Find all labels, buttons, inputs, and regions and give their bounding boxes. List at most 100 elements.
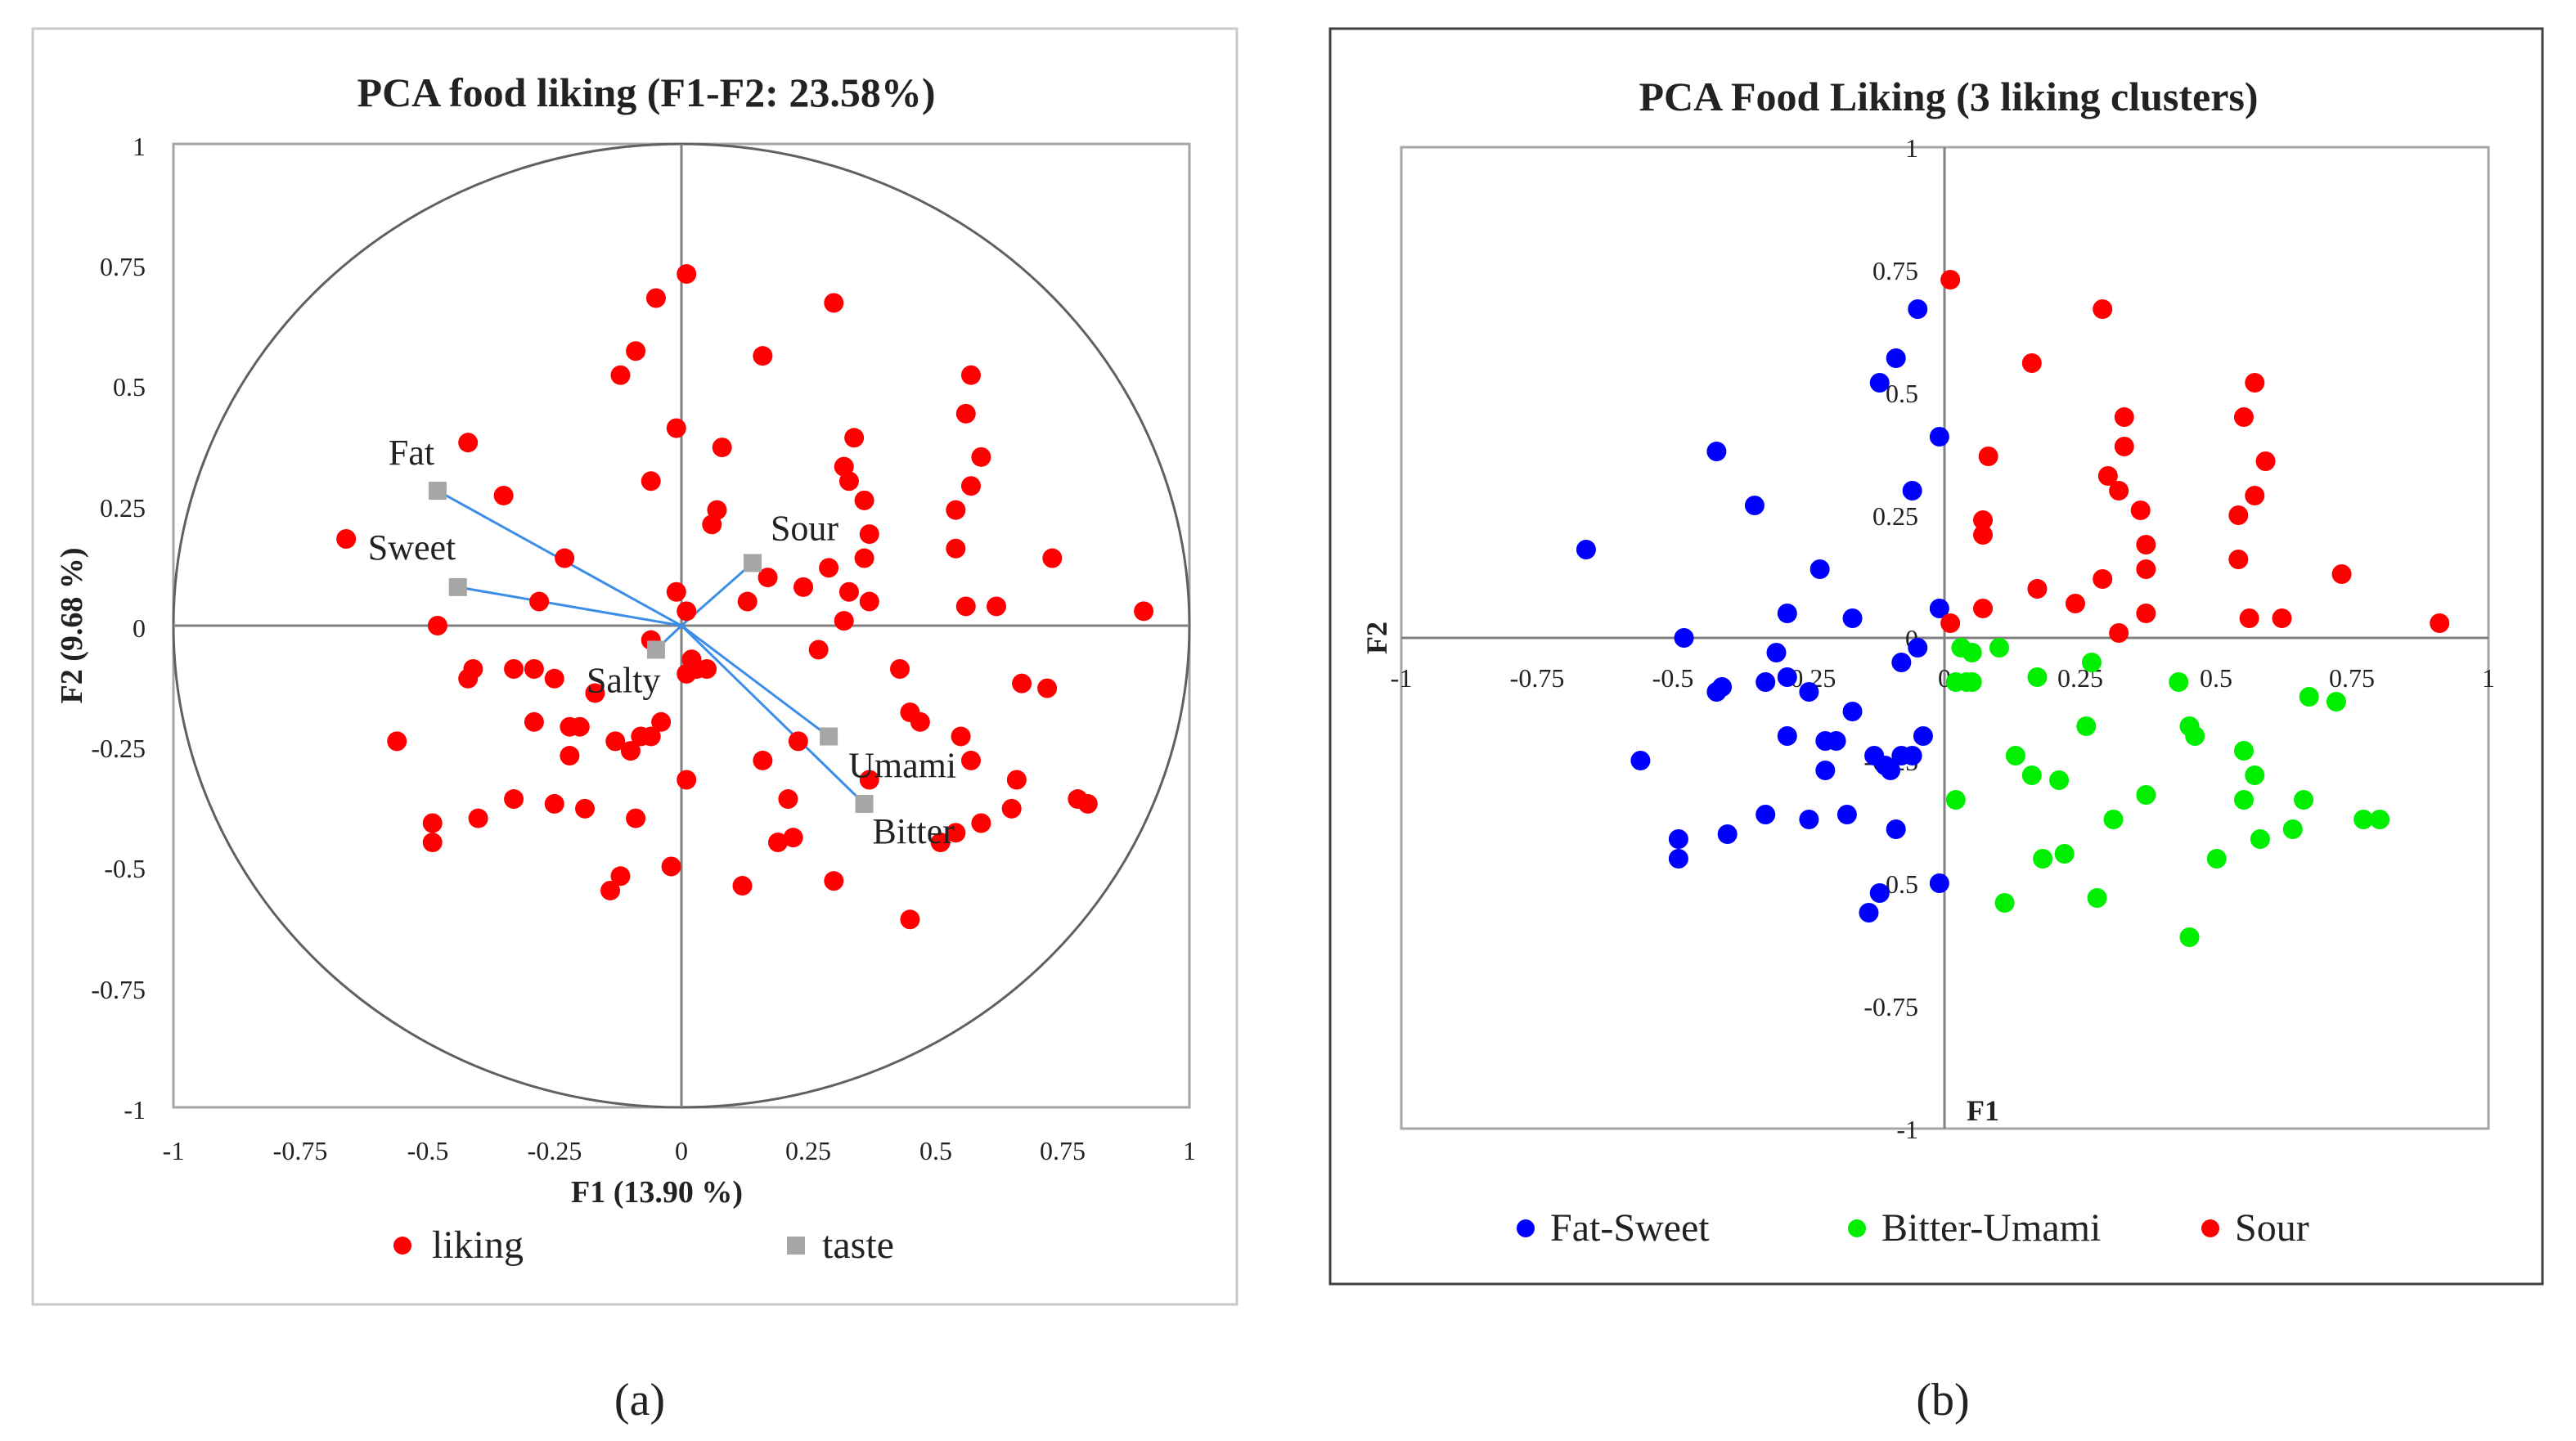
liking-point bbox=[971, 813, 991, 833]
liking-point bbox=[504, 659, 524, 680]
cluster-point-fat-sweet bbox=[1668, 849, 1688, 869]
cluster-point-sour bbox=[2136, 559, 2156, 579]
liking-point bbox=[626, 341, 646, 361]
panel-a-y-tick-label: 1 bbox=[133, 132, 146, 161]
cluster-point-bitter-umami bbox=[2179, 927, 2200, 947]
liking-point bbox=[677, 770, 697, 790]
taste-vector-sweet bbox=[457, 586, 682, 627]
legend-fat-sweet-label: Fat-Sweet bbox=[1550, 1206, 1710, 1250]
cluster-point-bitter-umami bbox=[2370, 810, 2390, 829]
panel-b-frame bbox=[1328, 27, 2544, 1286]
panel-b-y-tick-label: 0.25 bbox=[1872, 501, 1918, 531]
liking-point bbox=[854, 548, 874, 568]
legend-bitter-umami-marker bbox=[1848, 1219, 1866, 1237]
cluster-point-bitter-umami bbox=[2005, 746, 2025, 765]
taste-marker-salty bbox=[646, 640, 665, 659]
cluster-point-sour bbox=[2136, 604, 2156, 623]
cluster-point-bitter-umami bbox=[2169, 672, 2189, 692]
cluster-point-bitter-umami bbox=[2185, 726, 2205, 746]
liking-point bbox=[960, 750, 981, 770]
cluster-point-fat-sweet bbox=[1706, 442, 1727, 461]
liking-point bbox=[458, 668, 479, 689]
liking-point bbox=[422, 813, 443, 833]
liking-point bbox=[666, 418, 686, 438]
cluster-point-fat-sweet bbox=[1891, 653, 1912, 672]
liking-point bbox=[793, 577, 814, 597]
panel-a-y-tick-label: 0.5 bbox=[113, 372, 146, 402]
panel-a-y-label: F2 (9.68 %) bbox=[55, 547, 89, 703]
liking-point bbox=[960, 476, 981, 496]
cluster-point-fat-sweet bbox=[1836, 805, 1857, 824]
liking-point bbox=[544, 668, 564, 689]
panel-b-x-tick-label: 0.5 bbox=[2200, 663, 2232, 693]
cluster-point-sour bbox=[2114, 407, 2134, 427]
cluster-point-bitter-umami bbox=[1962, 643, 1982, 662]
legend-fat-sweet-marker bbox=[1517, 1219, 1535, 1237]
cluster-point-fat-sweet bbox=[1717, 824, 1738, 844]
liking-point bbox=[702, 514, 722, 535]
cluster-point-sour bbox=[2114, 437, 2134, 456]
cluster-point-bitter-umami bbox=[2206, 849, 2227, 869]
liking-point bbox=[544, 793, 564, 814]
liking-point bbox=[854, 490, 874, 510]
cluster-point-fat-sweet bbox=[1881, 761, 1901, 780]
liking-point bbox=[946, 538, 966, 559]
panel-a-legend: liking taste bbox=[393, 1223, 894, 1267]
cluster-point-bitter-umami bbox=[2326, 692, 2346, 712]
legend-bitter-umami-label: Bitter-Umami bbox=[1881, 1206, 2101, 1250]
cluster-point-bitter-umami bbox=[2233, 741, 2254, 761]
cluster-point-bitter-umami bbox=[2021, 765, 2042, 785]
panel-a-x-ticks: -1 -0.75 -0.5 -0.25 0 0.25 0.5 0.75 1 bbox=[163, 1136, 1196, 1165]
taste-marker-fat bbox=[428, 482, 447, 501]
cluster-point-bitter-umami bbox=[2027, 667, 2048, 687]
cluster-point-bitter-umami bbox=[2353, 810, 2374, 829]
liking-point bbox=[666, 581, 686, 602]
cluster-point-sour bbox=[2093, 299, 2113, 319]
liking-point bbox=[900, 909, 920, 930]
taste-vector-umami bbox=[681, 624, 829, 738]
liking-point bbox=[336, 528, 357, 549]
panel-a-x-label: F1 (13.90 %) bbox=[571, 1175, 743, 1210]
panel-a-x-tick-label: -0.75 bbox=[273, 1136, 328, 1165]
panel-b-title: PCA Food Liking (3 liking clusters) bbox=[1639, 74, 2258, 119]
panel-a-y-ticks: 1 0.75 0.5 0.25 0 -0.25 -0.5 -0.75 -1 bbox=[91, 132, 146, 1125]
cluster-point-fat-sweet bbox=[1842, 608, 1863, 628]
cluster-point-sour bbox=[2239, 608, 2259, 628]
panel-a-liking-points bbox=[336, 264, 1154, 930]
legend-taste-label: taste bbox=[822, 1223, 894, 1267]
liking-point bbox=[890, 659, 910, 680]
panel-a-x-tick-label: 0.5 bbox=[919, 1136, 952, 1165]
liking-point bbox=[620, 741, 641, 761]
liking-point bbox=[504, 789, 524, 810]
cluster-point-fat-sweet bbox=[1630, 751, 1651, 770]
cluster-point-fat-sweet bbox=[1902, 481, 1922, 501]
panel-a-x-tick-label: -0.25 bbox=[528, 1136, 582, 1165]
liking-point bbox=[1134, 601, 1154, 622]
cluster-point-sour bbox=[2093, 569, 2113, 589]
cluster-point-fat-sweet bbox=[1756, 672, 1776, 692]
liking-point bbox=[468, 808, 488, 828]
taste-label-umami: Umami bbox=[848, 745, 956, 785]
cluster-point-fat-sweet bbox=[1886, 348, 1906, 368]
taste-label-fat: Fat bbox=[389, 433, 434, 473]
cluster-point-sour bbox=[2136, 535, 2156, 554]
panel-a-x-tick-label: 0.75 bbox=[1040, 1136, 1086, 1165]
panel-a-title: PCA food liking (F1-F2: 23.58%) bbox=[357, 70, 936, 115]
cluster-point-bitter-umami bbox=[2294, 790, 2314, 810]
cluster-point-sour bbox=[2027, 579, 2048, 599]
taste-label-salty: Salty bbox=[587, 660, 660, 700]
cluster-point-sour bbox=[2430, 613, 2450, 633]
cluster-point-fat-sweet bbox=[1929, 427, 1949, 447]
cluster-point-sour bbox=[2245, 486, 2265, 505]
liking-point bbox=[524, 659, 544, 680]
panel-b-cluster-points bbox=[1576, 270, 2450, 947]
liking-point bbox=[946, 823, 966, 843]
cluster-point-bitter-umami bbox=[1945, 790, 1966, 810]
cluster-point-fat-sweet bbox=[1799, 810, 1819, 829]
panel-b-y-tick-label: -1 bbox=[1896, 1115, 1918, 1144]
liking-point bbox=[387, 731, 407, 752]
panel-b-x-tick-label: -0.5 bbox=[1652, 663, 1694, 693]
panel-b-y-tick-label: 1 bbox=[1905, 133, 1918, 163]
liking-point bbox=[645, 288, 666, 308]
